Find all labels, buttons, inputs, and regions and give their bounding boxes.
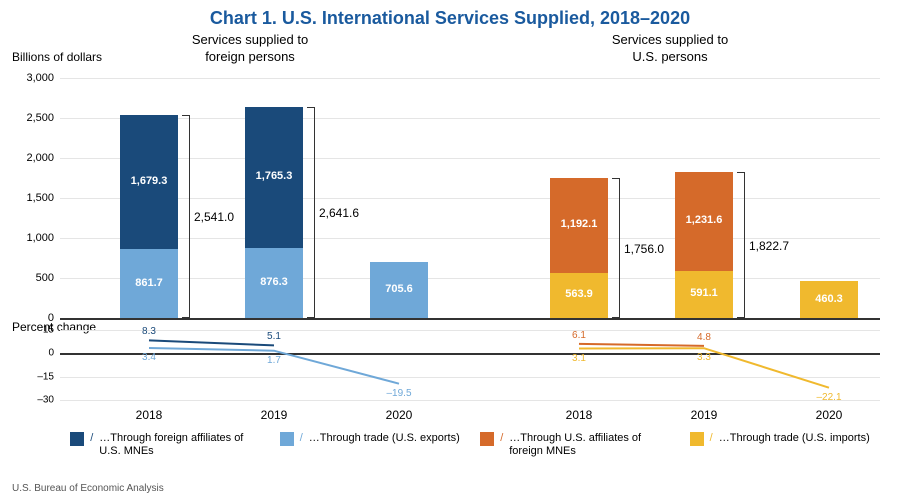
bar-value-label: 591.1: [690, 287, 718, 299]
pct-tick: –30: [4, 395, 54, 406]
y-tick: 3,000: [4, 72, 54, 84]
legend-item: / …Through trade (U.S. exports): [280, 432, 460, 458]
total-label: 1,822.7: [749, 239, 789, 253]
bar-segment: 460.3: [800, 281, 858, 318]
legend-item: / …Through foreign affiliates of U.S. MN…: [70, 432, 259, 458]
total-label: 2,541.0: [194, 210, 234, 224]
pct-value-label: 6.1: [572, 330, 586, 341]
pct-value-label: –19.5: [386, 388, 411, 399]
legend: / …Through foreign affiliates of U.S. MN…: [60, 432, 880, 458]
legend-text: …Through trade (U.S. exports): [309, 432, 460, 445]
subtitle-right: Services supplied toU.S. persons: [570, 32, 770, 66]
gridline: [60, 318, 880, 320]
total-bracket: [737, 172, 745, 318]
gridline: [60, 78, 880, 79]
legend-swatch: [70, 432, 84, 446]
legend-swatch: [280, 432, 294, 446]
y-tick: 1,000: [4, 232, 54, 244]
legend-item: / …Through trade (U.S. imports): [690, 432, 870, 458]
pct-tick: 0: [4, 348, 54, 359]
y-tick: 2,000: [4, 152, 54, 164]
bar-value-label: 705.6: [385, 283, 413, 295]
bar-segment: 1,231.6: [675, 172, 733, 271]
bar-value-label: 1,231.6: [686, 214, 723, 226]
pct-value-label: 5.1: [267, 331, 281, 342]
bar-segment: 705.6: [370, 262, 428, 318]
pct-value-label: –22.1: [816, 392, 841, 403]
bar-segment: 876.3: [245, 248, 303, 318]
pct-value-label: 3.1: [572, 353, 586, 364]
y-tick: 1,500: [4, 192, 54, 204]
pct-line: [149, 348, 399, 384]
legend-swatch: [690, 432, 704, 446]
total-label: 2,641.6: [319, 206, 359, 220]
bar-segment: 1,765.3: [245, 107, 303, 248]
bar-segment: 1,679.3: [120, 115, 178, 249]
x-tick: 2018: [136, 408, 163, 422]
legend-swatch: [480, 432, 494, 446]
pct-value-label: 3.3: [697, 352, 711, 363]
pct-tick: 15: [4, 325, 54, 336]
pct-line: [579, 344, 704, 346]
bar-value-label: 1,192.1: [561, 218, 598, 230]
legend-item: / …Through U.S. affiliates of foreign MN…: [480, 432, 669, 458]
legend-text: …Through U.S. affiliates of foreign MNEs: [509, 432, 669, 458]
subtitle-left: Services supplied toforeign persons: [150, 32, 350, 66]
x-tick: 2020: [386, 408, 413, 422]
pct-value-label: 8.3: [142, 326, 156, 337]
chart-title: Chart 1. U.S. International Services Sup…: [0, 0, 900, 29]
x-tick: 2018: [566, 408, 593, 422]
bar-value-label: 460.3: [815, 293, 843, 305]
bar-value-label: 861.7: [135, 277, 163, 289]
pct-value-label: 3.4: [142, 352, 156, 363]
bar-segment: 861.7: [120, 249, 178, 318]
bar-value-label: 1,679.3: [131, 175, 168, 187]
bar-segment: 591.1: [675, 271, 733, 318]
legend-text: …Through trade (U.S. imports): [719, 432, 870, 445]
pct-value-label: 4.8: [697, 332, 711, 343]
total-bracket: [307, 107, 315, 318]
legend-text: …Through foreign affiliates of U.S. MNEs: [99, 432, 259, 458]
bar-value-label: 876.3: [260, 276, 288, 288]
y-axis-label: Billions of dollars: [12, 50, 102, 64]
bar-value-label: 1,765.3: [256, 170, 293, 182]
total-label: 1,756.0: [624, 242, 664, 256]
total-bracket: [612, 178, 620, 318]
bar-chart-area: 05001,0001,5002,0002,5003,000861.71,679.…: [60, 78, 880, 318]
bar-segment: 563.9: [550, 273, 608, 318]
x-tick: 2019: [691, 408, 718, 422]
y-tick: 2,500: [4, 112, 54, 124]
x-tick: 2020: [816, 408, 843, 422]
pct-line: [149, 340, 274, 345]
y-tick: 500: [4, 272, 54, 284]
source-text: U.S. Bureau of Economic Analysis: [12, 483, 164, 494]
bar-segment: 1,192.1: [550, 178, 608, 273]
bar-value-label: 563.9: [565, 288, 593, 300]
pct-value-label: 1.7: [267, 355, 281, 366]
total-bracket: [182, 115, 190, 318]
pct-gridline: [60, 400, 880, 401]
pct-tick: –15: [4, 371, 54, 382]
x-tick: 2019: [261, 408, 288, 422]
pct-chart-area: 150–15–308.35.13.41.7–19.56.14.83.13.3–2…: [60, 330, 880, 400]
